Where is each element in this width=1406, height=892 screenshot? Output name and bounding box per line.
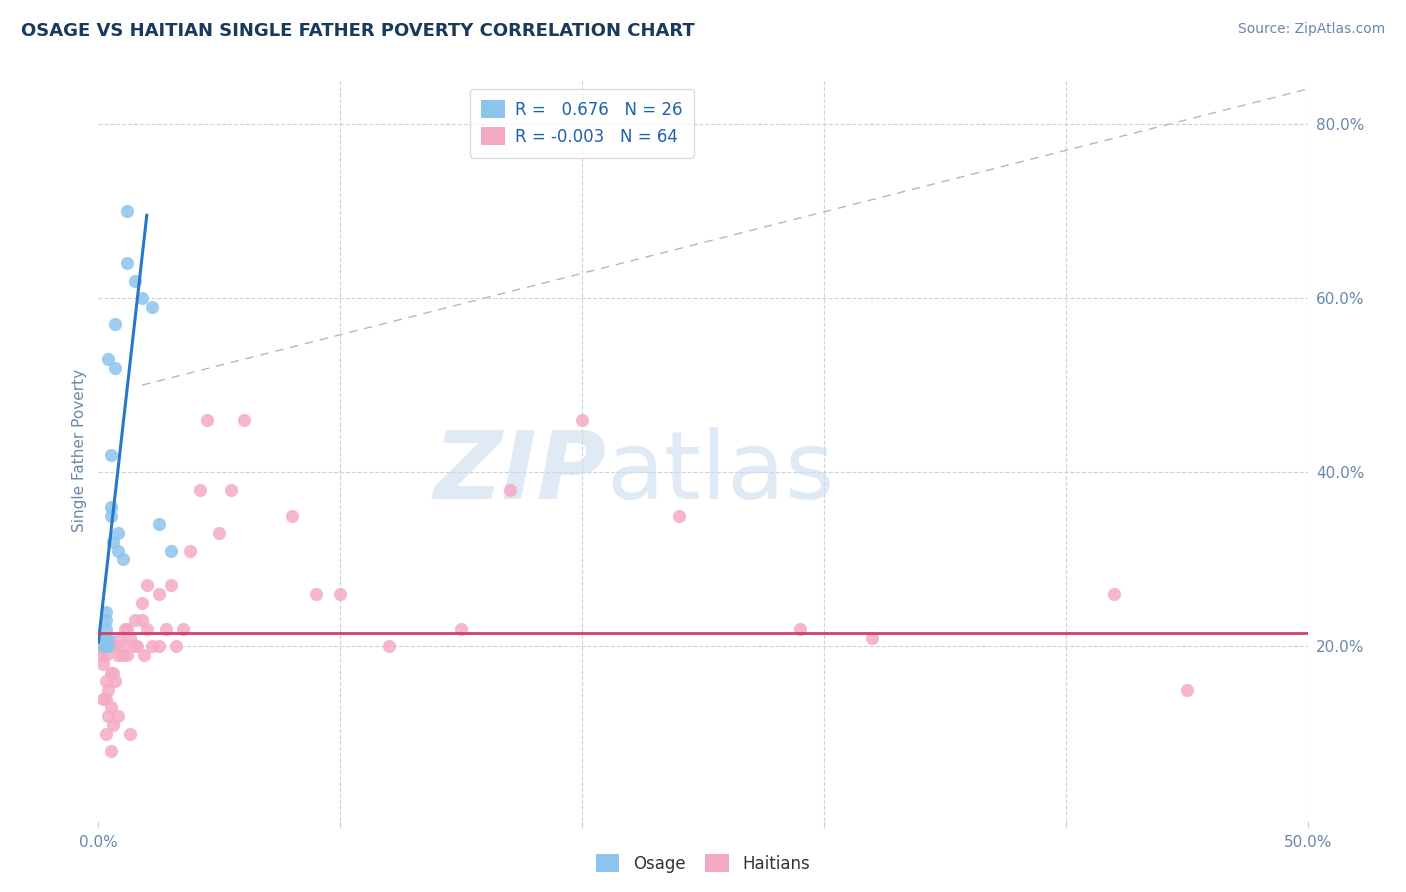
Point (100, 744, 122, 758)
Point (172, 622, 194, 636)
Point (97, 631, 120, 645)
Point (101, 665, 124, 680)
Point (111, 640, 134, 654)
Point (232, 413, 254, 427)
Point (571, 413, 593, 427)
Point (188, 483, 211, 497)
Point (97, 640, 120, 654)
Point (107, 526, 129, 541)
Point (135, 578, 157, 592)
Point (100, 500, 122, 514)
Legend: R =   0.676   N = 26, R = -0.003   N = 64: R = 0.676 N = 26, R = -0.003 N = 64 (470, 88, 693, 158)
Point (94, 640, 117, 654)
Point (165, 640, 187, 654)
Point (195, 413, 218, 427)
Point (101, 718, 124, 732)
Point (111, 648, 134, 662)
Point (90, 631, 112, 645)
Legend: Osage, Haitians: Osage, Haitians (589, 847, 817, 880)
Text: OSAGE VS HAITIAN SINGLE FATHER POVERTY CORRELATION CHART: OSAGE VS HAITIAN SINGLE FATHER POVERTY C… (21, 22, 695, 40)
Point (450, 622, 472, 636)
Point (91, 631, 114, 645)
Point (94, 648, 117, 662)
Point (97, 351, 120, 366)
Point (118, 726, 141, 740)
Point (789, 622, 811, 636)
Point (117, 648, 139, 662)
Point (107, 543, 129, 558)
Point (100, 665, 122, 680)
Point (1102, 587, 1125, 601)
Point (114, 622, 136, 636)
Point (148, 640, 170, 654)
Point (160, 543, 183, 558)
Point (100, 508, 122, 523)
Point (124, 274, 146, 288)
Point (377, 640, 399, 654)
Point (117, 203, 139, 218)
Point (131, 613, 153, 627)
Point (107, 709, 129, 723)
Point (124, 640, 146, 654)
Point (148, 517, 170, 532)
Point (91, 640, 114, 654)
Point (90, 648, 112, 662)
Point (221, 483, 243, 497)
Point (111, 552, 134, 566)
Text: Source: ZipAtlas.com: Source: ZipAtlas.com (1237, 22, 1385, 37)
Point (100, 700, 122, 714)
Point (131, 596, 153, 610)
Point (281, 508, 304, 523)
Point (117, 256, 139, 270)
Point (90, 640, 112, 654)
Point (94, 613, 117, 627)
Point (108, 631, 131, 645)
Point (101, 535, 124, 549)
Point (860, 631, 883, 645)
Point (94, 691, 117, 706)
Point (148, 587, 170, 601)
Point (127, 640, 149, 654)
Point (668, 508, 690, 523)
Point (1175, 683, 1198, 698)
Point (131, 291, 153, 305)
Point (91, 657, 114, 671)
Point (100, 448, 122, 462)
Point (135, 622, 157, 636)
Point (94, 605, 117, 619)
Point (117, 622, 139, 636)
Point (107, 648, 129, 662)
Point (94, 674, 117, 689)
Point (208, 526, 231, 541)
Point (118, 631, 141, 645)
Point (104, 317, 127, 331)
Point (97, 683, 120, 698)
Point (160, 578, 183, 592)
Point (97, 640, 120, 654)
Point (498, 483, 520, 497)
Point (134, 648, 156, 662)
Point (305, 587, 328, 601)
Point (94, 622, 117, 636)
Point (124, 613, 146, 627)
Text: ZIP: ZIP (433, 426, 606, 518)
Point (94, 726, 117, 740)
Point (104, 674, 127, 689)
Text: atlas: atlas (606, 426, 835, 518)
Point (329, 587, 352, 601)
Point (141, 300, 163, 314)
Point (104, 360, 127, 375)
Y-axis label: Single Father Poverty: Single Father Poverty (72, 369, 87, 532)
Point (104, 640, 127, 654)
Point (179, 543, 201, 558)
Point (101, 640, 124, 654)
Point (94, 631, 117, 645)
Point (155, 622, 177, 636)
Point (97, 709, 120, 723)
Point (141, 640, 163, 654)
Point (91, 691, 114, 706)
Point (91, 640, 114, 654)
